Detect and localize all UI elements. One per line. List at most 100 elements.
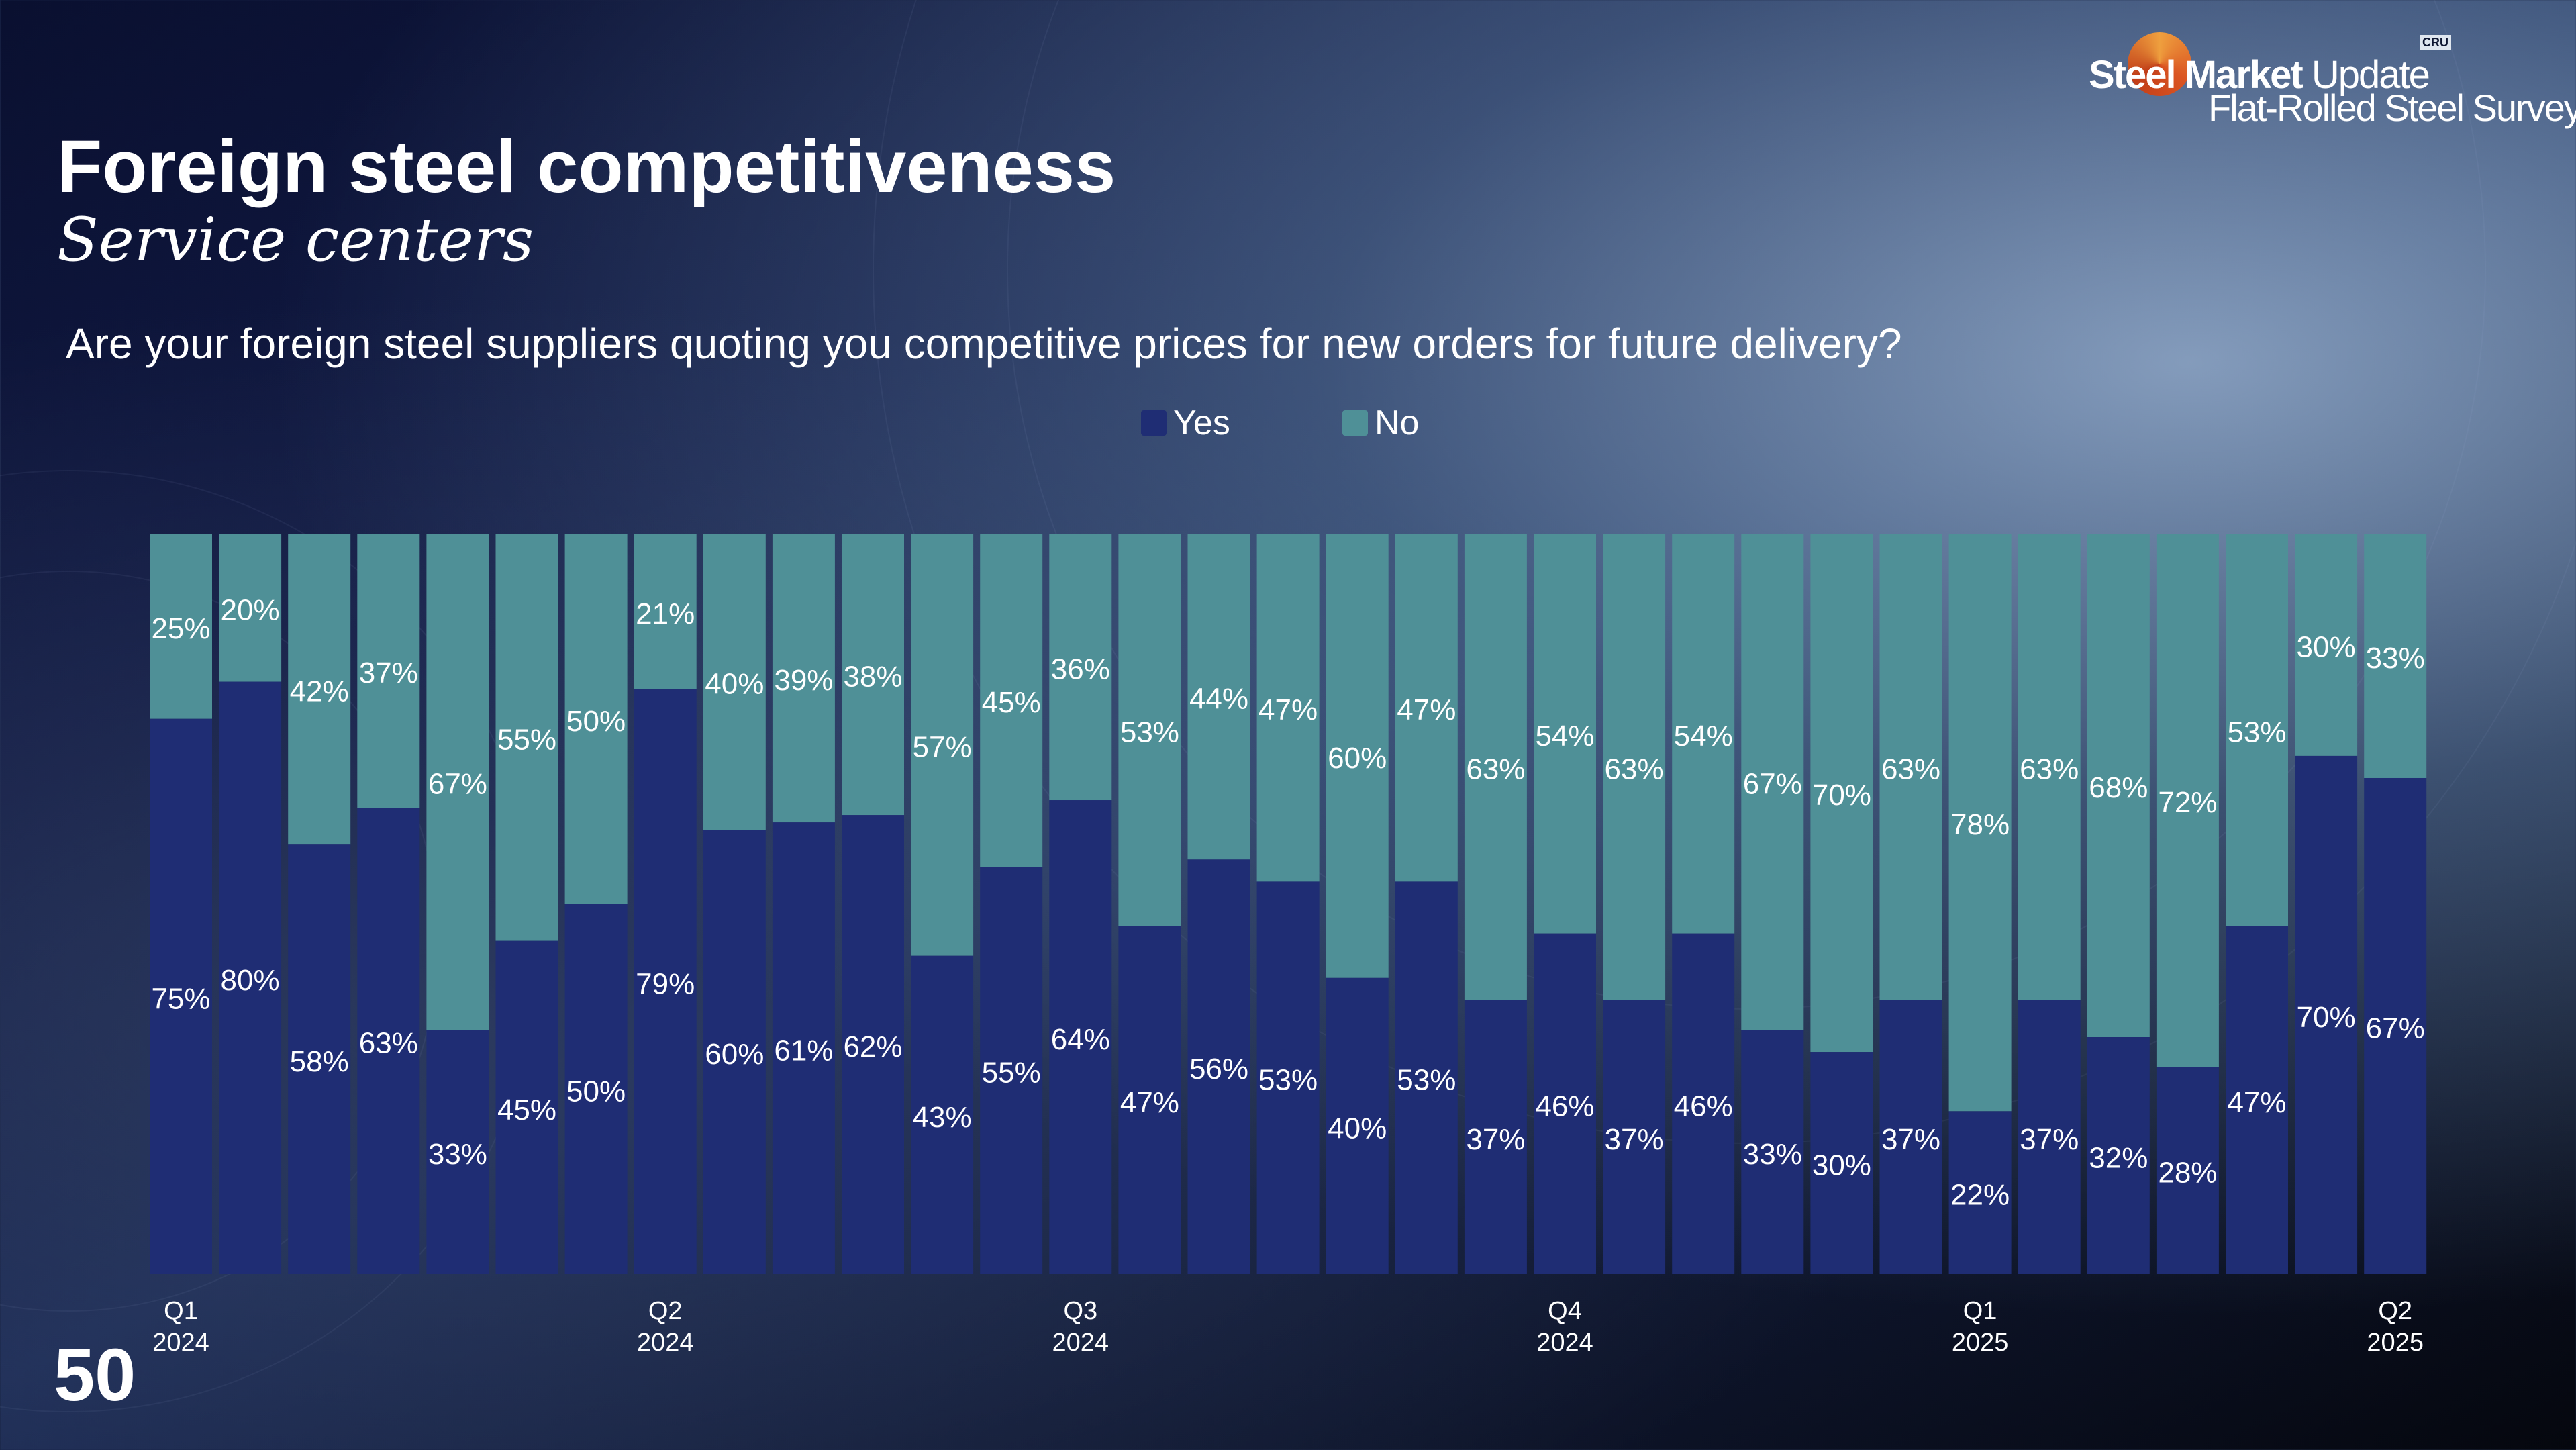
bar-yes (1741, 1030, 1804, 1274)
bar-yes (2087, 1037, 2150, 1274)
logo-ring-icon (2128, 32, 2191, 96)
bar-no (1603, 534, 1666, 1000)
data-label-yes: 67% (2366, 1012, 2425, 1045)
data-label-no: 25% (151, 612, 210, 645)
bar-yes (703, 830, 766, 1274)
data-label-no: 47% (1258, 693, 1318, 726)
data-label-no: 63% (1881, 753, 1940, 785)
bar-yes (1187, 859, 1250, 1274)
bar-no (219, 534, 282, 682)
data-label-yes: 75% (151, 982, 210, 1015)
data-label-no: 54% (1535, 720, 1594, 753)
bar-yes (495, 940, 558, 1274)
data-label-yes: 80% (221, 964, 280, 997)
bar-no (634, 534, 697, 689)
data-label-yes: 53% (1258, 1064, 1318, 1097)
bar-no (150, 534, 212, 719)
bar-yes (1534, 933, 1596, 1274)
bar-no (2018, 534, 2081, 1000)
bar-no (1810, 534, 1873, 1053)
data-label-yes: 32% (2089, 1142, 2148, 1175)
data-label-yes: 43% (913, 1101, 972, 1134)
data-label-no: 70% (1812, 779, 1871, 812)
logo-brand: Steel Market Update (2089, 52, 2430, 97)
data-label-yes: 55% (982, 1057, 1041, 1090)
logo-brand-light: Update (2311, 53, 2430, 97)
x-tick-quarter: Q1 (164, 1297, 198, 1325)
x-tick-year: 2024 (637, 1328, 694, 1357)
data-label-yes: 33% (1743, 1138, 1802, 1171)
data-label-yes: 33% (428, 1138, 487, 1171)
data-label-yes: 63% (359, 1027, 418, 1060)
data-label-no: 68% (2089, 771, 2148, 804)
data-label-no: 50% (566, 705, 626, 738)
bar-no (980, 534, 1043, 867)
data-label-yes: 58% (290, 1045, 349, 1078)
legend-swatch-no (1342, 410, 1368, 436)
bar-yes (842, 815, 904, 1274)
data-label-no: 20% (221, 593, 280, 626)
bar-no (288, 534, 351, 845)
data-label-no: 21% (636, 597, 695, 630)
data-label-no: 54% (1674, 720, 1733, 753)
x-tick-quarter: Q2 (2378, 1297, 2412, 1325)
data-label-yes: 28% (2158, 1157, 2217, 1190)
bar-no (1049, 534, 1112, 801)
bar-yes (564, 904, 628, 1274)
bar-yes (1395, 881, 1458, 1274)
bar-yes (2018, 1000, 2081, 1274)
data-label-yes: 50% (566, 1075, 626, 1108)
data-label-yes: 37% (1605, 1123, 1664, 1156)
data-label-no: 39% (774, 664, 833, 697)
data-label-yes: 40% (1328, 1112, 1387, 1145)
data-label-yes: 46% (1535, 1090, 1594, 1122)
x-tick-year: 2025 (1952, 1328, 2009, 1357)
bar-yes (1810, 1052, 1873, 1274)
data-label-yes: 62% (843, 1030, 902, 1063)
data-label-yes: 47% (2227, 1086, 2286, 1119)
bar-yes (2364, 777, 2427, 1274)
logo-brand-bold: Steel Market (2089, 53, 2303, 97)
data-label-no: 33% (2366, 642, 2425, 675)
data-label-no: 40% (705, 668, 764, 701)
data-label-yes: 46% (1674, 1090, 1733, 1122)
bar-yes (2156, 1067, 2219, 1274)
bar-no (1879, 534, 1942, 1000)
brand-logo: Steel Market Update Flat-Rolled Steel Su… (2081, 27, 2576, 129)
x-tick-quarter: Q1 (1963, 1297, 1997, 1325)
data-label-yes: 37% (1466, 1123, 1525, 1156)
bar-yes (2295, 755, 2358, 1274)
data-label-yes: 79% (636, 967, 695, 1000)
data-label-no: 78% (1950, 808, 2010, 841)
bar-yes (980, 867, 1043, 1274)
bar-no (426, 534, 489, 1030)
bar-no (1948, 534, 2012, 1112)
bar-no (1395, 534, 1458, 882)
x-tick-year: 2024 (1536, 1328, 1593, 1357)
data-label-no: 57% (913, 730, 972, 763)
data-label-no: 67% (1743, 768, 1802, 801)
bar-yes (288, 844, 351, 1274)
bar-yes (911, 955, 974, 1274)
bar-yes (1603, 1000, 1666, 1274)
bar-no (1326, 534, 1389, 978)
legend-yes: Yes (1141, 403, 1230, 443)
bar-yes (1879, 1000, 1942, 1274)
legend-no: No (1342, 403, 1419, 443)
bar-no (2087, 534, 2150, 1038)
x-tick-year: 2025 (2367, 1328, 2424, 1357)
data-label-no: 67% (428, 768, 487, 801)
bar-yes (219, 681, 282, 1274)
data-label-no: 72% (2158, 786, 2217, 819)
bar-no (911, 534, 974, 956)
data-label-no: 63% (1605, 753, 1664, 785)
data-label-no: 60% (1328, 742, 1387, 775)
cru-badge: CRU (2420, 35, 2451, 50)
bar-yes (150, 718, 212, 1274)
data-label-no: 42% (290, 675, 349, 708)
page-subtitle: Service centers (57, 205, 534, 275)
data-label-no: 45% (982, 686, 1041, 719)
logo-survey: Flat-Rolled Steel Survey (2208, 87, 2576, 129)
bar-no (2226, 534, 2288, 926)
